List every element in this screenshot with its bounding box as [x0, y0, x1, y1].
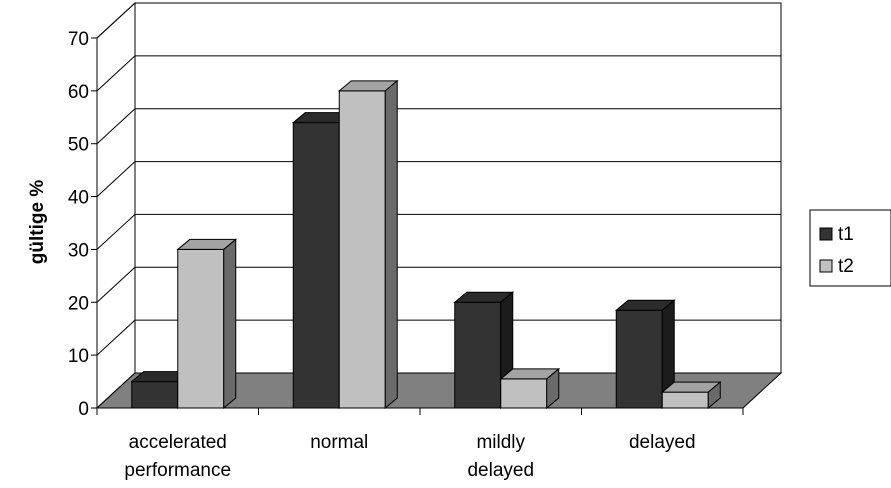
y-tick-label: 30: [68, 240, 89, 261]
legend-swatch-t2: [819, 259, 833, 273]
x-tick-label-line: accelerated: [129, 432, 227, 453]
legend-label-t2: t2: [838, 256, 854, 277]
gridline: [96, 2, 781, 39]
x-tick-label-line: normal: [310, 432, 368, 453]
y-tick-label: 20: [68, 293, 89, 314]
bar-t2: [499, 367, 561, 410]
bar-side: [223, 238, 237, 410]
x-tick-label-line: performance: [124, 460, 231, 481]
x-axis-ticks: accelerated performance normal mildly delaye…: [124, 432, 695, 481]
bar-t2: [337, 79, 399, 410]
x-tick-label: accelerated performance: [124, 432, 231, 481]
bar-front: [131, 381, 179, 409]
axes: [91, 37, 744, 415]
bar-front: [615, 309, 663, 409]
y-tick-label: 50: [68, 135, 89, 156]
bar-side: [707, 381, 721, 410]
legend: t1 t2: [809, 209, 891, 287]
bar-front: [661, 391, 709, 409]
legend-box: [809, 209, 891, 287]
x-tick-label: mildly delayed: [467, 432, 534, 481]
y-tick-label: 70: [68, 29, 89, 50]
bar-t2: [660, 381, 722, 410]
legend-label-t1: t1: [838, 224, 854, 245]
bar-front: [177, 248, 225, 409]
gridline: [96, 213, 781, 250]
bar-t2: [176, 238, 238, 410]
y-tick-label: 60: [68, 82, 89, 103]
gridline: [96, 55, 781, 92]
bars: [130, 79, 722, 410]
x-tick-label: normal: [310, 432, 368, 453]
gridlines: [96, 2, 781, 409]
bar-t1: [614, 299, 676, 410]
legend-swatch-t1: [819, 227, 833, 241]
gridline: [96, 161, 781, 197]
gridline: [96, 319, 781, 356]
bar-side: [546, 367, 560, 410]
x-tick-label-line: delayed: [629, 432, 696, 453]
bar-front: [500, 378, 548, 409]
bar-side: [384, 79, 398, 410]
x-tick-label: delayed: [629, 432, 696, 453]
y-axis-label: gültige %: [27, 180, 48, 265]
x-tick-label-line: delayed: [467, 460, 534, 481]
y-tick-label: 10: [68, 346, 89, 367]
gridline: [96, 108, 781, 145]
y-tick-label: 0: [78, 399, 89, 420]
y-axis-ticks: 0 10 20 30 40 50 60 70: [68, 29, 89, 420]
bar-front: [454, 301, 502, 409]
x-tick-label-line: mildly: [476, 432, 525, 453]
bar-front: [292, 122, 340, 409]
bar-front: [338, 90, 386, 409]
y-tick-label: 40: [68, 188, 89, 209]
gridline: [96, 266, 781, 303]
side-wall: [96, 1, 136, 410]
